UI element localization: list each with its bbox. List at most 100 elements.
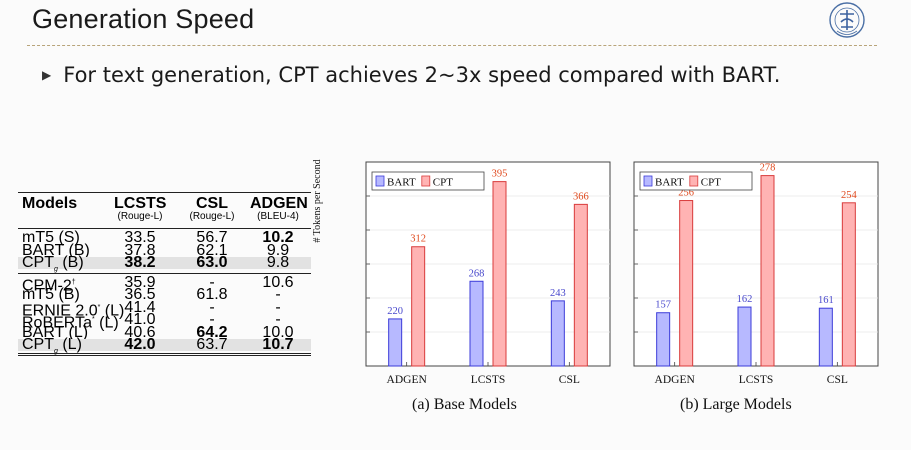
bar-cpt-adgen bbox=[679, 200, 694, 367]
data-label: 312 bbox=[410, 234, 426, 245]
data-label: 157 bbox=[655, 300, 671, 311]
x-tick-label: CSL bbox=[559, 374, 580, 386]
table-row: RoBERTa* (L) 41.0 - - bbox=[18, 311, 311, 332]
table-cell: - bbox=[209, 311, 215, 328]
x-tick-label: LCSTS bbox=[739, 374, 774, 386]
data-label: 161 bbox=[818, 295, 834, 306]
table-row: BART (B) 37.8 62.1 9.9 bbox=[18, 241, 311, 259]
table-rule bbox=[18, 192, 311, 193]
data-label: 254 bbox=[841, 190, 858, 201]
table-cell: 33.5 bbox=[124, 229, 156, 246]
table-subheader-cell: (Rouge-L) bbox=[189, 210, 235, 222]
table-cell: 40.6 bbox=[124, 323, 156, 341]
table-subheader-cell: (BLEU-4) bbox=[257, 210, 299, 222]
bar-bart-csl bbox=[550, 300, 565, 367]
legend-label: BART bbox=[655, 177, 684, 189]
triangle-bullet-icon: ▶ bbox=[42, 68, 52, 82]
chart-legend: BART CPT bbox=[639, 171, 753, 191]
table-header-cell: Models bbox=[22, 195, 78, 212]
slide-title: Generation Speed bbox=[32, 4, 255, 34]
data-label: 162 bbox=[737, 294, 753, 305]
chart-caption-large: (b) Large Models bbox=[680, 396, 792, 413]
y-axis-label: # Tokens per Second bbox=[312, 159, 323, 243]
table-cell: 9.9 bbox=[266, 241, 290, 259]
table-rule bbox=[18, 354, 311, 356]
table-rule bbox=[18, 272, 311, 274]
table-header-cell: LCSTS bbox=[114, 195, 167, 212]
legend-swatch bbox=[643, 175, 653, 187]
bullet-text: For text generation, CPT achieves 2~3x s… bbox=[63, 63, 781, 87]
table-cell: BART (L) bbox=[22, 323, 89, 341]
data-label: 243 bbox=[550, 288, 566, 299]
table-cell: 41.4 bbox=[124, 298, 156, 316]
table-row: mT5 (S) 33.5 56.7 10.2 bbox=[18, 229, 311, 246]
data-label: 395 bbox=[492, 169, 508, 180]
data-label: 256 bbox=[678, 188, 694, 199]
bar-bart-lcsts bbox=[469, 280, 484, 367]
data-label: 278 bbox=[760, 163, 776, 174]
table-cell: CPM-2† bbox=[22, 276, 76, 294]
table-cell: - bbox=[275, 298, 281, 316]
legend-swatch bbox=[421, 175, 431, 187]
table-cell: - bbox=[275, 286, 281, 303]
table-cell: CPTg (B) bbox=[22, 254, 84, 274]
university-seal-icon bbox=[829, 2, 865, 38]
table-cell: 63.0 bbox=[196, 254, 228, 271]
title-divider bbox=[27, 45, 877, 46]
table-header-cell: ADGEN bbox=[250, 195, 308, 212]
data-label: 366 bbox=[573, 191, 589, 202]
data-label: 268 bbox=[469, 268, 485, 279]
base-models-chart: 220 312 ADGEN 268 395 LCSTS 243 366 CSL BART CPT bbox=[365, 161, 611, 386]
chart-caption-base: (a) Base Models bbox=[412, 396, 517, 413]
legend-swatch bbox=[375, 175, 385, 187]
bar-bart-adgen bbox=[388, 318, 403, 367]
legend-label: CPT bbox=[433, 177, 453, 189]
table-cell: 36.5 bbox=[124, 286, 156, 303]
table-header-row: Models LCSTS CSL ADGEN bbox=[18, 195, 311, 212]
table-cell: 10.0 bbox=[262, 323, 294, 341]
table-cell: ERNIE 2.0* (L) bbox=[22, 301, 125, 319]
legend-label: BART bbox=[387, 177, 416, 189]
bar-cpt-adgen bbox=[411, 246, 426, 367]
table-row: CPTg (B) 38.2 63.0 9.8 bbox=[18, 254, 311, 273]
bar-cpt-csl bbox=[573, 203, 588, 367]
table-cell: 41.0 bbox=[124, 311, 156, 328]
table-row: ERNIE 2.0* (L) 41.4 - - bbox=[18, 298, 311, 319]
x-tick-label: CSL bbox=[827, 374, 848, 386]
table-cell: 10.2 bbox=[262, 229, 294, 246]
bar-bart-lcsts bbox=[737, 306, 752, 367]
table-cell: BART (B) bbox=[22, 241, 90, 259]
table-cell: 38.2 bbox=[124, 254, 156, 271]
table-header-cell: CSL bbox=[196, 195, 228, 212]
data-label: 220 bbox=[387, 306, 403, 317]
table-cell: 56.7 bbox=[196, 229, 228, 246]
bar-bart-csl bbox=[818, 307, 833, 367]
table-rule bbox=[18, 228, 311, 229]
table-row: CPM-2† 35.9 - 10.6 bbox=[18, 273, 311, 294]
table-cell: mT5 (B) bbox=[22, 286, 80, 303]
table-cell: - bbox=[209, 298, 215, 316]
table-row: mT5 (B) 36.5 61.8 - bbox=[18, 286, 311, 303]
x-tick-label: ADGEN bbox=[655, 374, 696, 386]
bar-bart-adgen bbox=[656, 312, 671, 367]
table-cell: 35.9 bbox=[124, 273, 156, 291]
table-cell: 62.1 bbox=[196, 241, 228, 259]
table-cell: 10.6 bbox=[262, 273, 294, 291]
table-cell: 42.0 bbox=[124, 336, 156, 353]
table-rule bbox=[18, 352, 311, 354]
table-cell: 37.8 bbox=[124, 241, 156, 259]
legend-swatch bbox=[689, 175, 699, 187]
table-cell: CPTg (L) bbox=[22, 336, 82, 356]
bar-cpt-csl bbox=[841, 202, 856, 367]
table-cell: mT5 (S) bbox=[22, 229, 80, 246]
table-cell: RoBERTa* (L) bbox=[22, 314, 119, 332]
table-cell: 9.8 bbox=[266, 254, 290, 271]
bullet-point: ▶ For text generation, CPT achieves 2~3x … bbox=[42, 63, 780, 87]
table-subheader-row: (Rouge-L) (Rouge-L) (BLEU-4) bbox=[18, 211, 311, 223]
table-row: BART (L) 40.6 64.2 10.0 bbox=[18, 323, 311, 341]
table-cell: 63.7 bbox=[196, 336, 228, 353]
x-tick-label: ADGEN bbox=[387, 374, 428, 386]
table-cell: - bbox=[209, 273, 215, 291]
table-cell: 10.7 bbox=[262, 336, 294, 353]
x-tick-label: LCSTS bbox=[471, 374, 506, 386]
